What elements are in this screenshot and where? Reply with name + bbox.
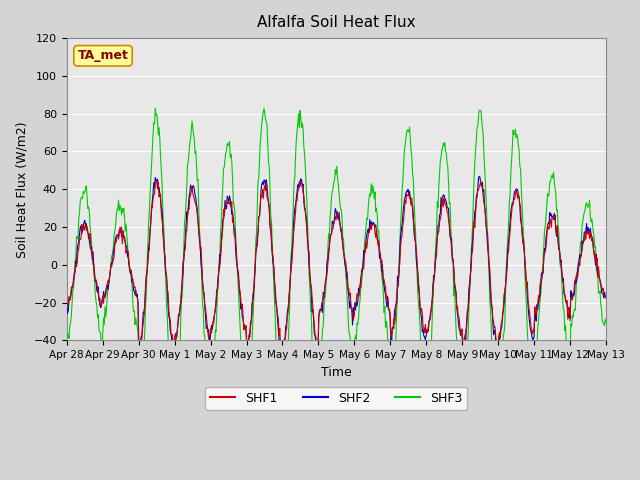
X-axis label: Time: Time — [321, 366, 352, 379]
Legend: SHF1, SHF2, SHF3: SHF1, SHF2, SHF3 — [205, 387, 467, 410]
Y-axis label: Soil Heat Flux (W/m2): Soil Heat Flux (W/m2) — [15, 121, 28, 258]
Title: Alfalfa Soil Heat Flux: Alfalfa Soil Heat Flux — [257, 15, 416, 30]
Text: TA_met: TA_met — [77, 49, 129, 62]
